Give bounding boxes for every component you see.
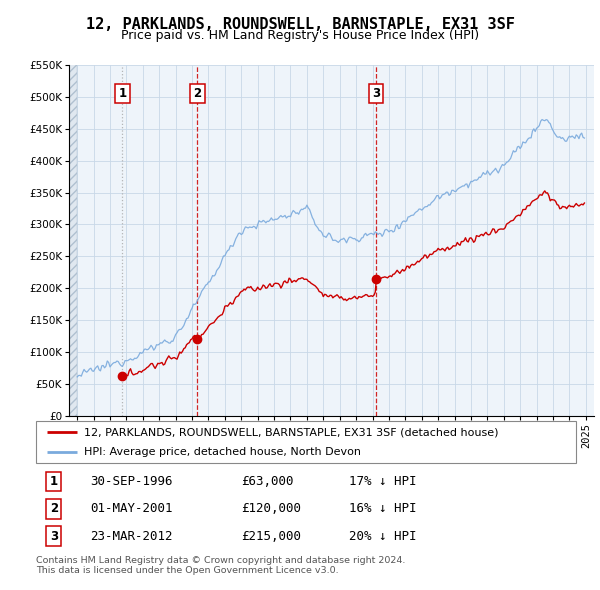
FancyBboxPatch shape	[36, 421, 576, 463]
Text: 12, PARKLANDS, ROUNDSWELL, BARNSTAPLE, EX31 3SF: 12, PARKLANDS, ROUNDSWELL, BARNSTAPLE, E…	[86, 17, 514, 31]
Text: 20% ↓ HPI: 20% ↓ HPI	[349, 530, 416, 543]
Text: £120,000: £120,000	[241, 502, 301, 516]
Text: 30-SEP-1996: 30-SEP-1996	[90, 475, 173, 488]
Text: 01-MAY-2001: 01-MAY-2001	[90, 502, 173, 516]
Text: 3: 3	[372, 87, 380, 100]
Text: Contains HM Land Registry data © Crown copyright and database right 2024.: Contains HM Land Registry data © Crown c…	[36, 556, 406, 565]
Text: 1: 1	[50, 475, 58, 488]
Text: 23-MAR-2012: 23-MAR-2012	[90, 530, 173, 543]
Text: 1: 1	[118, 87, 127, 100]
Text: £63,000: £63,000	[241, 475, 294, 488]
Text: Price paid vs. HM Land Registry's House Price Index (HPI): Price paid vs. HM Land Registry's House …	[121, 30, 479, 42]
Text: 16% ↓ HPI: 16% ↓ HPI	[349, 502, 416, 516]
Text: 2: 2	[50, 502, 58, 516]
Text: 17% ↓ HPI: 17% ↓ HPI	[349, 475, 416, 488]
Text: 2: 2	[193, 87, 202, 100]
Text: 12, PARKLANDS, ROUNDSWELL, BARNSTAPLE, EX31 3SF (detached house): 12, PARKLANDS, ROUNDSWELL, BARNSTAPLE, E…	[83, 427, 498, 437]
Text: HPI: Average price, detached house, North Devon: HPI: Average price, detached house, Nort…	[83, 447, 361, 457]
Text: £215,000: £215,000	[241, 530, 301, 543]
Text: This data is licensed under the Open Government Licence v3.0.: This data is licensed under the Open Gov…	[36, 566, 338, 575]
Text: 3: 3	[50, 530, 58, 543]
